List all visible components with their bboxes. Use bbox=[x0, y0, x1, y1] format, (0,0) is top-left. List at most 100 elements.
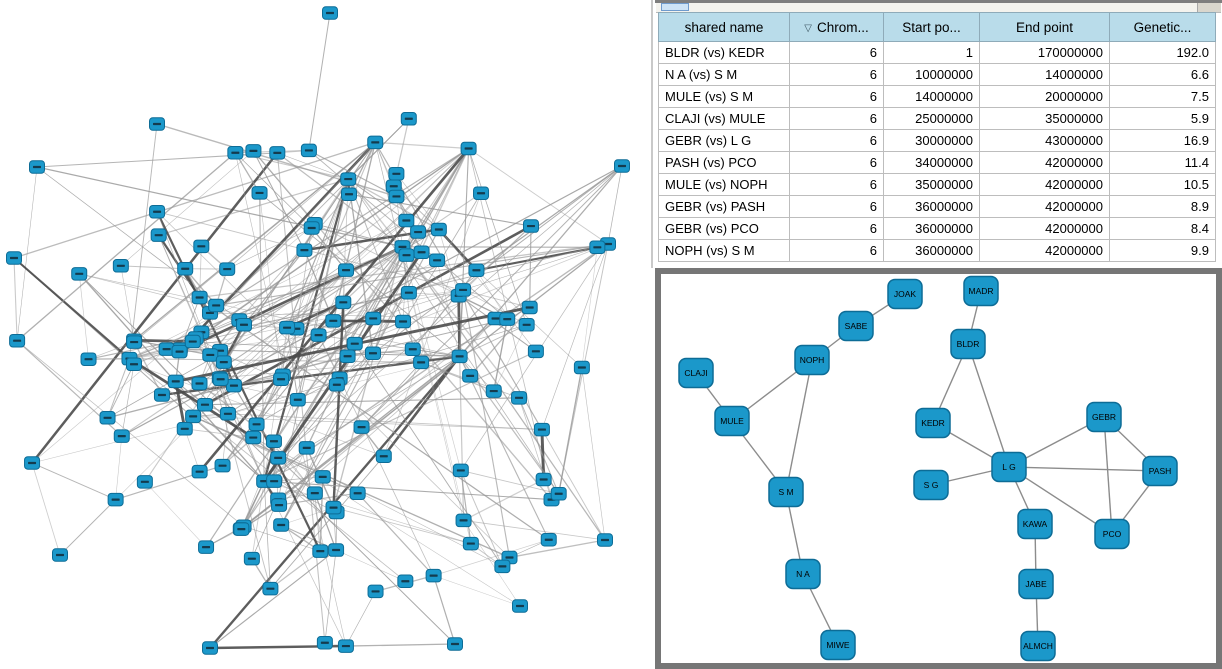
node-claji[interactable]: CLAJI bbox=[678, 357, 714, 389]
cell-start-po[interactable]: 30000000 bbox=[883, 129, 980, 152]
main-network-view[interactable] bbox=[0, 0, 655, 669]
cell-end-point[interactable]: 14000000 bbox=[979, 63, 1110, 86]
network-node[interactable] bbox=[518, 318, 535, 332]
network-node[interactable] bbox=[191, 464, 208, 479]
network-node[interactable] bbox=[550, 487, 567, 501]
cell-end-point[interactable]: 170000000 bbox=[979, 41, 1110, 64]
cell-genetic[interactable]: 192.0 bbox=[1109, 41, 1216, 64]
hairball-network-canvas[interactable] bbox=[0, 0, 655, 669]
network-node[interactable] bbox=[468, 263, 485, 278]
table-row[interactable]: NOPH (vs) S M 6 36000000 42000000 9.9 bbox=[658, 239, 1216, 262]
network-node[interactable] bbox=[248, 417, 265, 432]
network-node[interactable] bbox=[410, 225, 427, 239]
cell-chrom[interactable]: 6 bbox=[789, 195, 884, 218]
table-row[interactable]: MULE (vs) NOPH 6 35000000 42000000 10.5 bbox=[658, 173, 1216, 196]
network-node[interactable] bbox=[328, 543, 345, 557]
network-node[interactable] bbox=[455, 513, 472, 528]
cell-shared-name[interactable]: MULE (vs) S M bbox=[658, 85, 790, 108]
network-node[interactable] bbox=[462, 369, 479, 383]
cell-start-po[interactable]: 34000000 bbox=[883, 151, 980, 174]
cell-genetic[interactable]: 9.9 bbox=[1109, 239, 1216, 262]
network-node[interactable] bbox=[425, 568, 442, 583]
network-node[interactable] bbox=[266, 474, 283, 488]
network-node[interactable] bbox=[375, 449, 392, 464]
cell-genetic[interactable]: 8.9 bbox=[1109, 195, 1216, 218]
cell-chrom[interactable]: 6 bbox=[789, 85, 884, 108]
network-node[interactable] bbox=[296, 243, 313, 257]
cell-genetic[interactable]: 7.5 bbox=[1109, 85, 1216, 108]
network-node[interactable] bbox=[325, 500, 342, 515]
network-node[interactable] bbox=[429, 253, 446, 268]
network-node[interactable] bbox=[521, 300, 538, 315]
cell-shared-name[interactable]: MULE (vs) NOPH bbox=[658, 173, 790, 196]
cell-chrom[interactable]: 6 bbox=[789, 41, 884, 64]
network-node[interactable] bbox=[614, 159, 630, 173]
cell-end-point[interactable]: 20000000 bbox=[979, 85, 1110, 108]
network-node[interactable] bbox=[388, 167, 405, 181]
node-pash[interactable]: PASH bbox=[1142, 455, 1178, 487]
network-node[interactable] bbox=[400, 285, 417, 300]
network-node[interactable] bbox=[80, 352, 97, 366]
node-kawa[interactable]: KAWA bbox=[1017, 508, 1053, 540]
network-node[interactable] bbox=[322, 6, 338, 20]
column-header-genetic[interactable]: Genetic... bbox=[1109, 12, 1216, 42]
cell-shared-name[interactable]: GEBR (vs) L G bbox=[658, 129, 790, 152]
network-node[interactable] bbox=[215, 355, 232, 369]
network-node[interactable] bbox=[413, 355, 430, 370]
cell-start-po[interactable]: 36000000 bbox=[883, 217, 980, 240]
network-node[interactable] bbox=[196, 397, 213, 412]
network-node[interactable] bbox=[535, 472, 552, 487]
node-joak[interactable]: JOAK bbox=[887, 278, 923, 310]
network-node[interactable] bbox=[341, 187, 358, 201]
network-node[interactable] bbox=[494, 559, 511, 574]
network-node[interactable] bbox=[339, 349, 356, 364]
network-node[interactable] bbox=[349, 486, 366, 500]
network-node[interactable] bbox=[338, 263, 355, 277]
network-node[interactable] bbox=[310, 328, 327, 342]
cell-genetic[interactable]: 11.4 bbox=[1109, 151, 1216, 174]
network-node[interactable] bbox=[364, 346, 381, 360]
network-node[interactable] bbox=[171, 344, 188, 359]
network-node[interactable] bbox=[455, 283, 472, 297]
network-node[interactable] bbox=[112, 259, 129, 273]
network-node[interactable] bbox=[273, 518, 290, 532]
cell-shared-name[interactable]: BLDR (vs) KEDR bbox=[658, 41, 790, 64]
network-node[interactable] bbox=[262, 581, 279, 596]
cell-start-po[interactable]: 36000000 bbox=[883, 195, 980, 218]
table-row[interactable]: BLDR (vs) KEDR 6 1 170000000 192.0 bbox=[658, 41, 1216, 64]
table-row[interactable]: PASH (vs) PCO 6 34000000 42000000 11.4 bbox=[658, 151, 1216, 174]
cell-shared-name[interactable]: NOPH (vs) S M bbox=[658, 239, 790, 262]
cell-start-po[interactable]: 1 bbox=[883, 41, 980, 64]
network-node[interactable] bbox=[400, 112, 417, 126]
node-s-m[interactable]: S M bbox=[768, 476, 804, 508]
network-node[interactable] bbox=[337, 639, 354, 653]
network-node[interactable] bbox=[177, 262, 194, 276]
node-l-g[interactable]: L G bbox=[991, 451, 1027, 483]
cell-start-po[interactable]: 14000000 bbox=[883, 85, 980, 108]
network-node[interactable] bbox=[126, 335, 143, 349]
network-node[interactable] bbox=[365, 311, 382, 326]
network-node[interactable] bbox=[99, 411, 116, 425]
network-node[interactable] bbox=[312, 544, 329, 558]
network-node[interactable] bbox=[398, 248, 415, 262]
cell-chrom[interactable]: 6 bbox=[789, 239, 884, 262]
network-node[interactable] bbox=[185, 409, 202, 424]
node-pco[interactable]: PCO bbox=[1094, 518, 1130, 550]
cell-chrom[interactable]: 6 bbox=[789, 107, 884, 130]
network-node[interactable] bbox=[346, 336, 363, 351]
network-node[interactable] bbox=[71, 267, 88, 281]
network-node[interactable] bbox=[233, 522, 250, 536]
node-almch[interactable]: ALMCH bbox=[1020, 630, 1056, 662]
cell-end-point[interactable]: 35000000 bbox=[979, 107, 1110, 130]
network-node[interactable] bbox=[113, 429, 130, 443]
network-node[interactable] bbox=[589, 240, 606, 255]
network-node[interactable] bbox=[597, 533, 613, 547]
column-header-start-po[interactable]: Start po... bbox=[883, 12, 980, 42]
network-node[interactable] bbox=[6, 251, 22, 265]
network-node[interactable] bbox=[9, 333, 26, 348]
node-mule[interactable]: MULE bbox=[714, 405, 750, 437]
cell-genetic[interactable]: 8.4 bbox=[1109, 217, 1216, 240]
network-node[interactable] bbox=[270, 451, 287, 465]
node-n-a[interactable]: N A bbox=[785, 558, 821, 590]
cell-shared-name[interactable]: CLAJI (vs) MULE bbox=[658, 107, 790, 130]
